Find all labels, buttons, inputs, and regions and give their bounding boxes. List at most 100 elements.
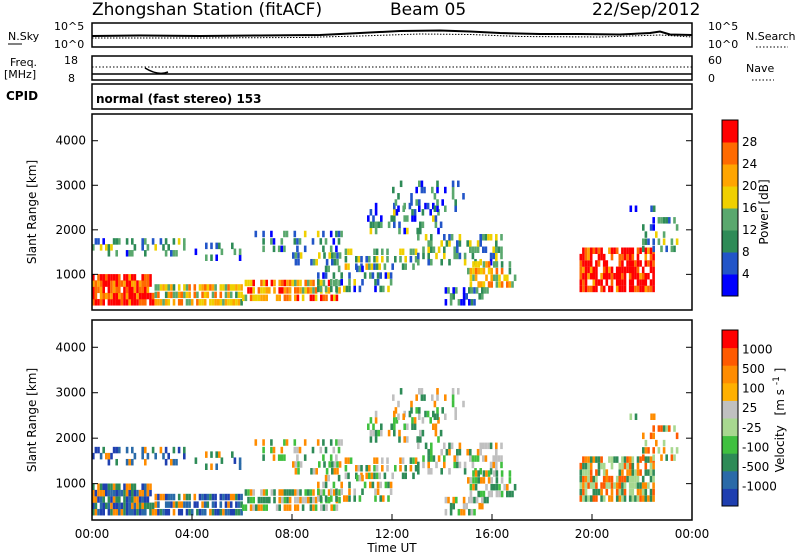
- colorbar-segment: [722, 142, 738, 165]
- velocity-cell: [154, 452, 157, 460]
- velocity-cell: [252, 496, 255, 504]
- velocity-cell: [634, 475, 637, 483]
- power-cell: [480, 281, 483, 288]
- power-cell: [229, 284, 233, 291]
- power-cell: [314, 294, 318, 302]
- power-cell: [224, 291, 228, 299]
- power-cell: [478, 293, 481, 300]
- power-cell: [128, 286, 131, 294]
- velocity-cell: [670, 454, 674, 461]
- velocity-cell: [201, 493, 204, 501]
- velocity-cell: [411, 423, 414, 430]
- velocity-cell: [374, 429, 378, 437]
- power-cell: [244, 294, 248, 302]
- power-cell: [283, 287, 287, 294]
- power-cell: [449, 299, 453, 306]
- velocity-cell: [317, 495, 320, 502]
- power-cell: [595, 272, 598, 280]
- velocity-cell: [399, 457, 402, 464]
- velocity-cell: [141, 483, 144, 490]
- noise-search-trace: [92, 33, 693, 39]
- velocity-cell: [415, 407, 418, 414]
- power-cell: [418, 180, 421, 188]
- power-cell: [649, 224, 653, 231]
- velocity-cell: [414, 465, 418, 472]
- power-cell: [172, 238, 176, 245]
- power-cell: [175, 291, 178, 299]
- power-cell: [373, 263, 376, 270]
- velocity-cell: [167, 508, 171, 516]
- power-cell: [608, 285, 611, 293]
- power-cell: [214, 284, 217, 291]
- velocity-cell: [288, 504, 292, 511]
- power-cell: [472, 274, 475, 282]
- power-cell: [373, 248, 376, 256]
- power-cell: [144, 299, 147, 306]
- power-cell: [474, 261, 478, 268]
- velocity-cell: [159, 508, 163, 516]
- power-cell: [621, 253, 624, 261]
- velocity-cell: [360, 465, 363, 472]
- power-cell: [336, 258, 339, 266]
- ytick-label: 4000: [55, 340, 86, 354]
- velocity-cell: [621, 469, 624, 476]
- power-cell: [330, 279, 333, 286]
- power-cell: [206, 291, 210, 299]
- power-cell: [369, 272, 372, 279]
- power-cell: [602, 266, 606, 274]
- colorbar-tick-label: 24: [742, 157, 757, 171]
- power-cell: [419, 227, 422, 235]
- power-cell: [209, 299, 212, 306]
- power-cell: [430, 246, 433, 253]
- velocity-cell: [618, 482, 622, 489]
- velocity-cell: [595, 482, 598, 489]
- power-cell: [110, 244, 113, 251]
- power-cell: [118, 292, 121, 300]
- velocity-cell: [397, 413, 400, 420]
- power-cell: [107, 299, 111, 306]
- power-cell: [144, 274, 147, 281]
- power-cell: [107, 280, 111, 287]
- velocity-cell: [383, 472, 387, 480]
- velocity-cell: [626, 475, 629, 483]
- power-cell: [288, 294, 292, 302]
- power-cell: [141, 274, 144, 281]
- power-cell: [125, 250, 129, 257]
- velocity-cell: [495, 470, 499, 477]
- xtick-label: 00:00: [75, 527, 110, 541]
- velocity-cell: [652, 432, 655, 440]
- power-cell: [355, 255, 358, 263]
- power-cell: [495, 246, 498, 253]
- velocity-cell: [479, 448, 482, 456]
- velocity-cell: [628, 482, 632, 489]
- velocity-cell: [592, 488, 596, 496]
- power-cell: [237, 299, 241, 306]
- power-cell: [647, 285, 650, 293]
- power-cell: [397, 205, 400, 212]
- power-cell: [411, 215, 414, 222]
- velocity-cell: [402, 413, 405, 420]
- velocity-cell: [319, 495, 323, 502]
- power-cell: [102, 280, 105, 287]
- velocity-cell: [410, 407, 413, 414]
- power-cell: [238, 254, 242, 261]
- velocity-cell: [589, 475, 593, 483]
- velocity-cell: [466, 448, 469, 456]
- power-cell: [141, 299, 144, 306]
- power-cell: [262, 287, 266, 294]
- velocity-cell: [471, 461, 475, 469]
- velocity-cell: [506, 483, 509, 491]
- velocity-cell: [227, 501, 230, 508]
- velocity-cell: [120, 508, 124, 516]
- power-cell: [623, 266, 627, 274]
- velocity-cell: [374, 488, 377, 495]
- power-cell: [471, 246, 475, 253]
- velocity-cell: [133, 452, 137, 460]
- velocity-cell: [370, 472, 374, 480]
- velocity-cell: [414, 457, 418, 464]
- velocity-cell: [278, 504, 281, 511]
- power-cell: [584, 272, 588, 280]
- velocity-cell: [652, 469, 655, 476]
- power-cell: [107, 286, 111, 294]
